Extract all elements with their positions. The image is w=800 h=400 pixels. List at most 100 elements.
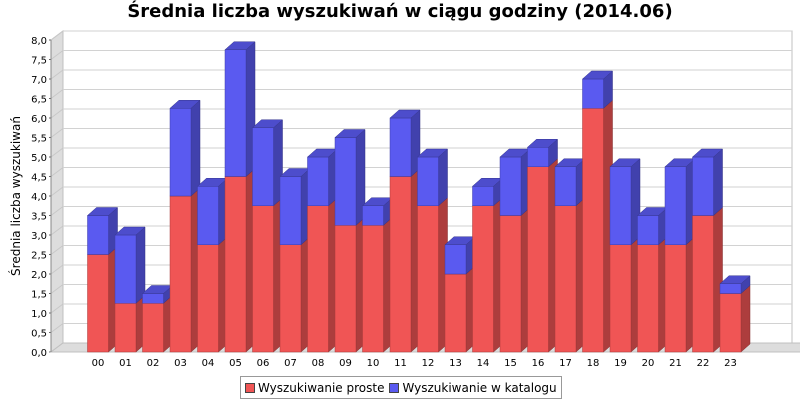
bar-wyszukiwanie-w-katalogu-side (135, 226, 146, 304)
y-tick-label: 5,5 (31, 134, 47, 145)
y-tick-label: 6,5 (31, 95, 47, 106)
y-tick-label: 4,5 (31, 173, 47, 184)
gridline-diagonal (50, 167, 64, 177)
y-axis-label: Średnia liczba wyszukiwań (8, 116, 23, 276)
bar-wyszukiwanie-w-katalogu-top (334, 129, 366, 138)
legend-label: Wyszukiwanie proste (258, 380, 385, 395)
gridline-diagonal (50, 323, 64, 333)
bar-wyszukiwanie-w-katalogu-top (416, 148, 449, 158)
bar-wyszukiwanie-w-katalogu (169, 108, 192, 197)
bar-wyszukiwanie-proste (197, 244, 219, 353)
x-tick-label: 16 (532, 358, 545, 369)
bar-wyszukiwanie-proste (334, 225, 357, 353)
bar-wyszukiwanie-w-katalogu (692, 156, 714, 216)
bar-wyszukiwanie-w-katalogu (389, 117, 412, 177)
bar-wyszukiwanie-w-katalogu (279, 176, 302, 245)
bar-wyszukiwanie-w-katalogu (499, 156, 522, 216)
x-tick-label: 07 (284, 358, 297, 369)
bar-wyszukiwanie-proste (472, 205, 494, 353)
gridline-diagonal (50, 225, 64, 236)
bar-wyszukiwanie-w-katalogu (307, 156, 329, 206)
y-tick-label: 1,0 (31, 309, 47, 320)
legend-item-wyszukiwanie-proste: Wyszukiwanie proste (245, 381, 384, 395)
bar-wyszukiwanie-proste (692, 215, 714, 353)
bar-wyszukiwanie-w-katalogu (197, 186, 219, 245)
x-tick-label: 20 (642, 358, 655, 369)
gridline-diagonal (50, 108, 64, 119)
x-tick-label: 04 (202, 358, 215, 369)
bar-wyszukiwanie-w-katalogu-top (581, 70, 614, 80)
x-tick-label: 02 (147, 358, 160, 369)
bar-wyszukiwanie-w-katalogu (417, 156, 439, 206)
x-tick-label: 13 (449, 358, 462, 369)
gridline-diagonal (50, 245, 64, 255)
bar-wyszukiwanie-proste (362, 225, 384, 353)
gridline-diagonal (50, 303, 64, 314)
bar-wyszukiwanie-w-katalogu-top (526, 139, 559, 148)
bar-wyszukiwanie-proste (444, 273, 467, 353)
x-tick-label: 03 (174, 358, 187, 369)
x-tick-label: 12 (422, 358, 435, 369)
bar-wyszukiwanie-proste (252, 205, 274, 353)
y-tick-label: 2,5 (31, 251, 47, 262)
x-tick-label: 14 (477, 358, 490, 369)
y-tick-label: 3,0 (31, 231, 47, 242)
bar-wyszukiwanie-w-katalogu-side (190, 99, 201, 197)
y-tick-label: 7,0 (31, 75, 47, 86)
bar-wyszukiwanie-w-katalogu (224, 49, 247, 177)
legend-swatch-blue (389, 382, 400, 393)
bar-wyszukiwanie-proste (389, 176, 412, 353)
gridline-diagonal (50, 89, 64, 99)
bar-wyszukiwanie-w-katalogu-top (251, 119, 284, 128)
x-tick-label: 00 (92, 358, 105, 369)
bar-wyszukiwanie-w-katalogu (362, 205, 384, 226)
bar-wyszukiwanie-w-katalogu-top (719, 275, 751, 284)
gridline-diagonal (50, 264, 64, 275)
bar-wyszukiwanie-proste (169, 195, 192, 353)
bar-wyszukiwanie-w-katalogu (472, 186, 494, 206)
bar-wyszukiwanie-proste (307, 205, 329, 353)
x-tick-label: 23 (724, 358, 737, 369)
y-tick-label: 3,5 (31, 212, 47, 223)
x-tick-label: 15 (504, 358, 517, 369)
legend-swatch-red (245, 382, 255, 393)
bar-wyszukiwanie-proste (609, 244, 632, 353)
bar-wyszukiwanie-w-katalogu (554, 166, 577, 206)
y-tick-label: 0,5 (31, 329, 47, 340)
x-tick-label: 05 (229, 358, 242, 369)
bar-wyszukiwanie-w-katalogu-top (169, 100, 201, 109)
x-tick-label: 19 (614, 358, 627, 369)
x-tick-label: 09 (339, 358, 352, 369)
x-tick-label: 11 (394, 358, 407, 369)
bar-wyszukiwanie-proste (417, 205, 439, 353)
gridline-diagonal (50, 206, 64, 216)
bar-wyszukiwanie-w-katalogu-top (224, 41, 256, 50)
y-tick-label: 0,0 (31, 348, 47, 359)
bar-wyszukiwanie-proste (719, 293, 742, 353)
y-tick-label: 1,5 (31, 290, 47, 301)
bar-wyszukiwanie-proste (499, 215, 522, 353)
bar-wyszukiwanie-proste (664, 244, 687, 353)
x-tick-label: 17 (559, 358, 572, 369)
bar-wyszukiwanie-w-katalogu-side (713, 148, 723, 217)
x-tick-label: 21 (669, 358, 682, 369)
bar-wyszukiwanie-w-katalogu (114, 234, 137, 304)
legend-label: Wyszukiwanie w katalogu (402, 380, 557, 395)
gridline-diagonal (50, 284, 64, 294)
gridline-diagonal (50, 147, 64, 158)
x-tick-label: 01 (119, 358, 132, 369)
y-tick-label: 8,0 (31, 36, 47, 47)
x-tick-label: 10 (367, 358, 380, 369)
bar-wyszukiwanie-w-katalogu-top (609, 158, 641, 167)
x-tick-label: 18 (587, 358, 600, 369)
bar-wyszukiwanie-w-katalogu (664, 166, 687, 245)
bar-wyszukiwanie-w-katalogu-side (438, 148, 448, 207)
bar-wyszukiwanie-w-katalogu (637, 215, 659, 245)
bar-wyszukiwanie-w-katalogu-top (691, 148, 724, 158)
bar-wyszukiwanie-proste-side (740, 284, 751, 353)
gridline-diagonal (50, 69, 64, 80)
chart-title: Średnia liczba wyszukiwań w ciągu godzin… (127, 1, 673, 22)
x-tick-label: 22 (697, 358, 710, 369)
